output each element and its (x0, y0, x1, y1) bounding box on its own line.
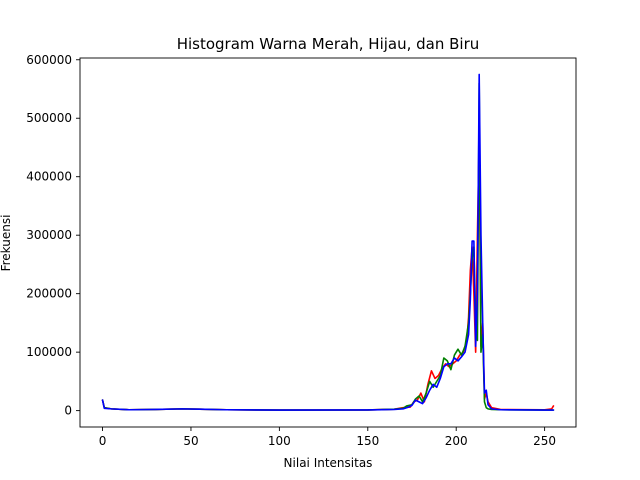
y-tick-label: 200000 (26, 287, 72, 301)
series-line-3 (101, 73, 555, 411)
y-tick-label: 0 (64, 404, 72, 418)
y-tick-label: 500000 (26, 111, 72, 125)
x-tick-label: 0 (99, 434, 107, 448)
x-axis-label: Nilai Intensitas (284, 456, 373, 470)
series-layer (101, 73, 555, 411)
y-tick-label: 300000 (26, 228, 72, 242)
x-tick-label: 150 (356, 434, 379, 448)
y-tick-label: 400000 (26, 170, 72, 184)
y-axis: 0 100000 200000 300000 400000 500000 600000 (26, 53, 80, 418)
y-tick-label: 600000 (26, 53, 72, 67)
chart-title: Histogram Warna Merah, Hijau, dan Biru (177, 35, 480, 53)
x-tick-label: 250 (533, 434, 556, 448)
plot-frame (79, 57, 577, 428)
y-axis-label: Frekuensi (0, 215, 13, 272)
x-tick-label: 100 (268, 434, 291, 448)
x-tick-label: 200 (445, 434, 468, 448)
y-tick-label: 100000 (26, 345, 72, 359)
x-tick-label: 50 (183, 434, 198, 448)
x-axis: 0 50 100 150 200 250 (99, 427, 556, 448)
